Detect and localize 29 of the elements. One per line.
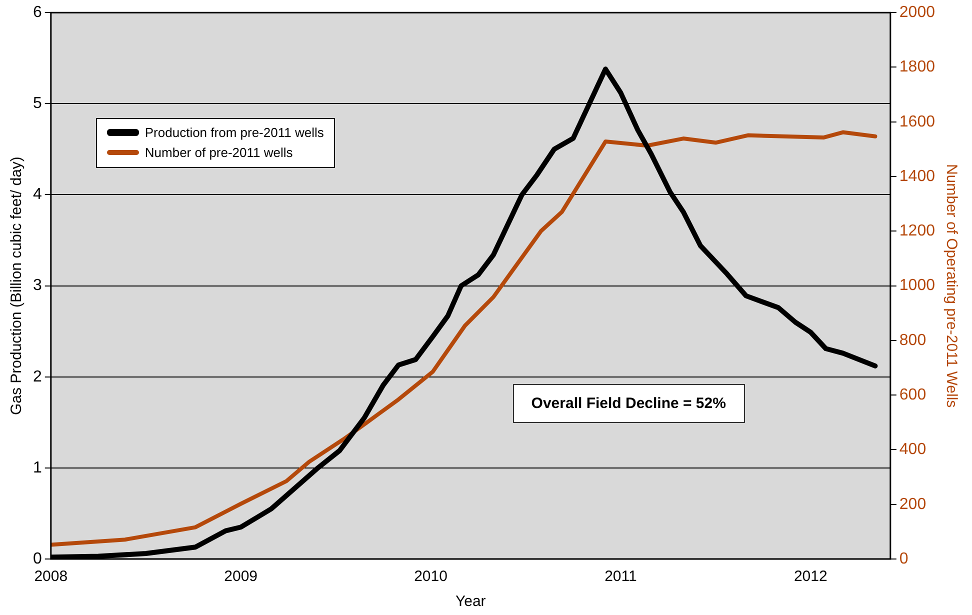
legend-label: Number of pre-2011 wells bbox=[144, 145, 293, 160]
y-tick-label: 1 bbox=[32, 459, 42, 476]
x-axis-title: Year bbox=[455, 593, 486, 610]
y-tick-label: 0 bbox=[32, 550, 42, 568]
x-tick-label: 2012 bbox=[794, 568, 828, 586]
y2-tick-label: 400 bbox=[899, 441, 926, 458]
y-axis-title: Gas Production (Billion cubic feet/ day) bbox=[8, 156, 26, 416]
x-tick-label: 2011 bbox=[604, 568, 637, 586]
x-tick-label: 2010 bbox=[414, 568, 448, 586]
annotation: Overall Field Decline = 52% bbox=[512, 384, 745, 424]
legend-label: Production from pre-2011 wells bbox=[144, 125, 324, 140]
y2-tick-label: 1800 bbox=[899, 58, 936, 76]
y2-tick-label: 0 bbox=[899, 550, 908, 568]
y2-tick-label: 1200 bbox=[899, 222, 936, 240]
y-tick-label: 3 bbox=[32, 277, 42, 294]
y-tick-label: 6 bbox=[32, 4, 42, 22]
y-tick-label: 5 bbox=[32, 95, 42, 112]
y2-axis-title: Number of Operating pre-2011 Wells bbox=[942, 164, 960, 408]
y-tick-label: 2 bbox=[32, 368, 42, 386]
y2-tick-label: 2000 bbox=[899, 4, 936, 22]
y2-tick-label: 1000 bbox=[899, 277, 936, 294]
y2-tick-label: 1600 bbox=[899, 113, 936, 130]
y2-tick-label: 1400 bbox=[899, 168, 936, 185]
y2-tick-label: 600 bbox=[899, 386, 926, 404]
y2-tick-label: 200 bbox=[899, 496, 926, 513]
x-tick-label: 2009 bbox=[224, 568, 258, 586]
y2-tick-label: 800 bbox=[899, 332, 926, 349]
y-tick-label: 4 bbox=[32, 186, 42, 204]
x-tick-label: 2008 bbox=[34, 568, 68, 586]
